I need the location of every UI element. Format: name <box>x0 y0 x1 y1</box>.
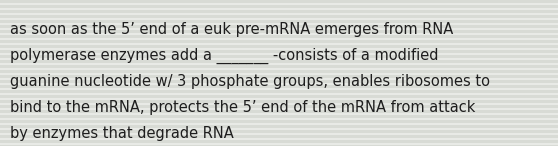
Bar <box>0 30 558 33</box>
Bar <box>0 100 558 102</box>
Bar <box>0 140 558 142</box>
Bar <box>0 80 558 82</box>
Bar <box>0 20 558 22</box>
Text: polymerase enzymes add a _______ -consists of a modified: polymerase enzymes add a _______ -consis… <box>10 48 439 64</box>
Bar <box>0 90 558 93</box>
Bar <box>0 0 558 2</box>
Bar <box>0 40 558 42</box>
Bar <box>0 130 558 133</box>
Bar <box>0 65 558 67</box>
Bar <box>0 120 558 122</box>
Bar <box>0 45 558 47</box>
Bar <box>0 60 558 62</box>
Bar <box>0 55 558 58</box>
Bar <box>0 35 558 38</box>
Bar <box>0 145 558 146</box>
Bar <box>0 135 558 138</box>
Bar <box>0 70 558 73</box>
Bar <box>0 15 558 18</box>
Text: bind to the mRNA, protects the 5’ end of the mRNA from attack: bind to the mRNA, protects the 5’ end of… <box>10 100 475 115</box>
Bar <box>0 5 558 7</box>
Bar <box>0 10 558 13</box>
Text: as soon as the 5’ end of a euk pre-mRNA emerges from RNA: as soon as the 5’ end of a euk pre-mRNA … <box>10 22 453 37</box>
Bar <box>0 25 558 27</box>
Bar <box>0 115 558 118</box>
Bar <box>0 50 558 53</box>
Bar <box>0 75 558 78</box>
Text: by enzymes that degrade RNA: by enzymes that degrade RNA <box>10 126 234 141</box>
Bar <box>0 85 558 87</box>
Text: guanine nucleotide w/ 3 phosphate groups, enables ribosomes to: guanine nucleotide w/ 3 phosphate groups… <box>10 74 490 89</box>
Bar <box>0 110 558 113</box>
Bar <box>0 105 558 107</box>
Bar <box>0 125 558 127</box>
Bar <box>0 95 558 98</box>
